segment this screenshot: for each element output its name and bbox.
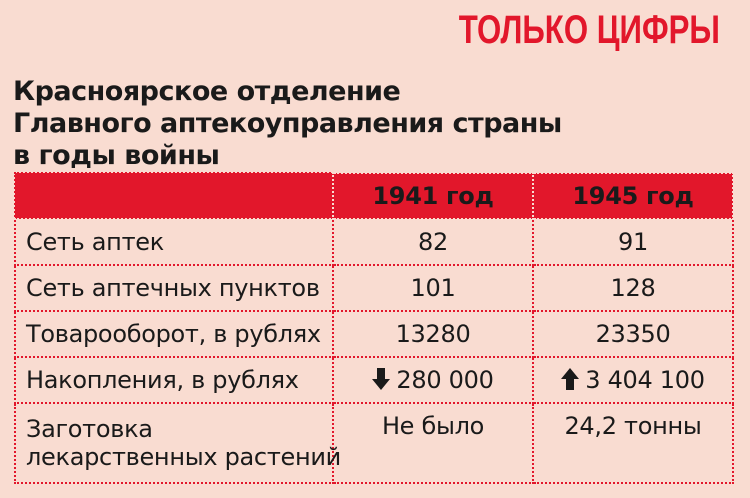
- value-1945: 128: [532, 264, 734, 312]
- value-1945: 24,2 тонны: [532, 402, 734, 484]
- value-1941-cell: 280 000: [332, 356, 534, 404]
- stats-table: 1941 год 1945 год Сеть аптек 82 91 Сеть …: [14, 172, 734, 484]
- value-1941: 280 000: [396, 366, 494, 394]
- table-row: Сеть аптечных пунктов 101 128: [14, 264, 734, 312]
- table-row: Сеть аптек 82 91: [14, 218, 734, 266]
- table-row: Накопления, в рублях 280 000 3 404 100: [14, 356, 734, 404]
- header-1941: 1941 год: [332, 172, 534, 220]
- value-1945: 91: [532, 218, 734, 266]
- row-label: Накопления, в рублях: [14, 356, 334, 404]
- article-title: Красноярское отделение Главного аптекоуп…: [13, 76, 562, 172]
- arrow-down-icon: [372, 368, 391, 390]
- value-1941: 101: [332, 264, 534, 312]
- table-header-row: 1941 год 1945 год: [14, 172, 734, 220]
- row-label: Заготовка лекарственных растений: [14, 402, 341, 484]
- arrow-up-icon: [561, 368, 580, 390]
- table-row: Товарооборот, в рублях 13280 23350: [14, 310, 734, 358]
- value-1941: Не было: [332, 402, 534, 484]
- title-line-2: Главного аптекоуправления страны: [13, 108, 562, 139]
- section-kicker: ТОЛЬКО ЦИФРЫ: [458, 8, 720, 52]
- value-1941: 13280: [332, 310, 534, 358]
- title-line-1: Красноярское отделение: [13, 76, 401, 107]
- value-1945-cell: 3 404 100: [532, 356, 734, 404]
- value-1945: 23350: [532, 310, 734, 358]
- value-1941: 82: [332, 218, 534, 266]
- header-empty-cell: [14, 172, 334, 220]
- row-label: Сеть аптечных пунктов: [14, 264, 334, 312]
- row-label-line-2: лекарственных растений: [26, 443, 341, 471]
- row-label: Сеть аптек: [14, 218, 334, 266]
- title-line-3: в годы войны: [13, 140, 220, 171]
- table-row: Заготовка лекарственных растений Не было…: [14, 402, 734, 484]
- row-label-line-1: Заготовка: [26, 415, 153, 443]
- value-1945: 3 404 100: [585, 366, 705, 394]
- header-1945: 1945 год: [532, 172, 734, 220]
- row-label: Товарооборот, в рублях: [14, 310, 334, 358]
